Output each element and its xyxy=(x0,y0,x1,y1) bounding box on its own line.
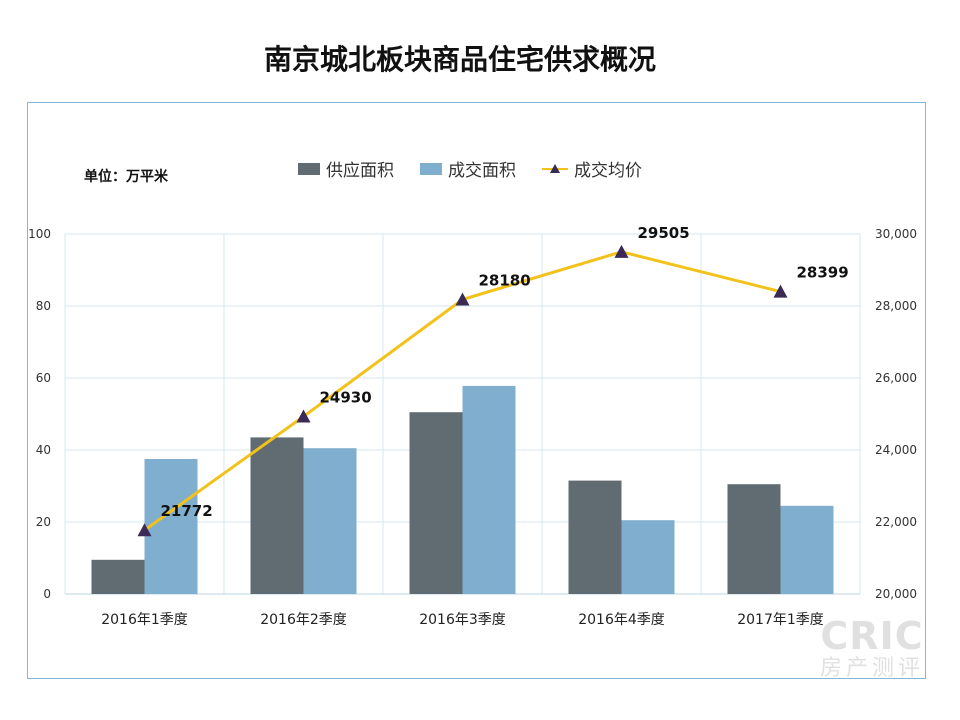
price-data-label: 29505 xyxy=(638,224,690,242)
bar-supply xyxy=(727,484,781,594)
price-data-label: 28180 xyxy=(479,272,531,290)
bar-supply xyxy=(409,412,463,594)
bar-deal xyxy=(144,459,198,594)
legend-item-price: 成交均价 xyxy=(542,156,642,181)
x-tick-label: 2017年1季度 xyxy=(737,612,824,628)
x-tick-label: 2016年3季度 xyxy=(419,612,506,628)
x-tick-label: 2016年2季度 xyxy=(260,612,347,628)
price-marker xyxy=(773,284,788,298)
price-marker xyxy=(455,292,470,306)
right-tick-label: 30,000 xyxy=(875,227,917,241)
x-tick-label: 2016年1季度 xyxy=(101,612,188,628)
legend-item-supply: 供应面积 xyxy=(298,156,394,181)
left-tick-label: 80 xyxy=(36,299,51,313)
right-tick-label: 22,000 xyxy=(875,515,917,529)
chart-frame xyxy=(27,102,926,679)
left-tick-label: 60 xyxy=(36,371,51,385)
price-data-label: 21772 xyxy=(161,502,213,520)
cric-watermark: CRIC 房产测评 xyxy=(812,616,932,682)
bar-deal xyxy=(462,385,516,594)
price-marker xyxy=(614,244,629,258)
right-tick-label: 20,000 xyxy=(875,587,917,601)
bar-deal xyxy=(621,520,675,594)
right-tick-label: 24,000 xyxy=(875,443,917,457)
left-tick-label: 40 xyxy=(36,443,51,457)
price-marker xyxy=(296,409,311,423)
right-tick-label: 28,000 xyxy=(875,299,917,313)
price-data-label: 28399 xyxy=(797,264,849,282)
legend-label-deal: 成交面积 xyxy=(448,161,516,181)
chart-title: 南京城北板块商品住宅供求概况 xyxy=(263,43,656,76)
price-data-label: 24930 xyxy=(320,389,372,407)
watermark-line2: 房产测评 xyxy=(819,656,924,681)
left-tick-label: 100 xyxy=(28,227,51,241)
legend-swatch-supply xyxy=(298,162,320,175)
x-tick-label: 2016年4季度 xyxy=(578,612,665,628)
left-tick-label: 0 xyxy=(43,587,51,601)
bar-deal xyxy=(303,448,357,594)
left-tick-label: 20 xyxy=(36,515,51,529)
legend-swatch-price xyxy=(542,163,568,175)
legend-item-deal: 成交面积 xyxy=(420,156,516,181)
legend-swatch-deal xyxy=(420,162,442,175)
right-tick-label: 26,000 xyxy=(875,371,917,385)
legend: 供应面积 成交面积 成交均价 xyxy=(298,156,668,181)
price-marker xyxy=(137,523,152,537)
legend-label-price: 成交均价 xyxy=(574,161,642,181)
bar-supply xyxy=(568,480,622,594)
bar-deal xyxy=(780,505,834,594)
watermark-line1: CRIC xyxy=(820,614,924,658)
bar-supply xyxy=(250,437,304,594)
bar-supply xyxy=(91,559,145,594)
unit-label: 单位：万平米 xyxy=(84,169,168,185)
legend-label-supply: 供应面积 xyxy=(326,161,394,181)
